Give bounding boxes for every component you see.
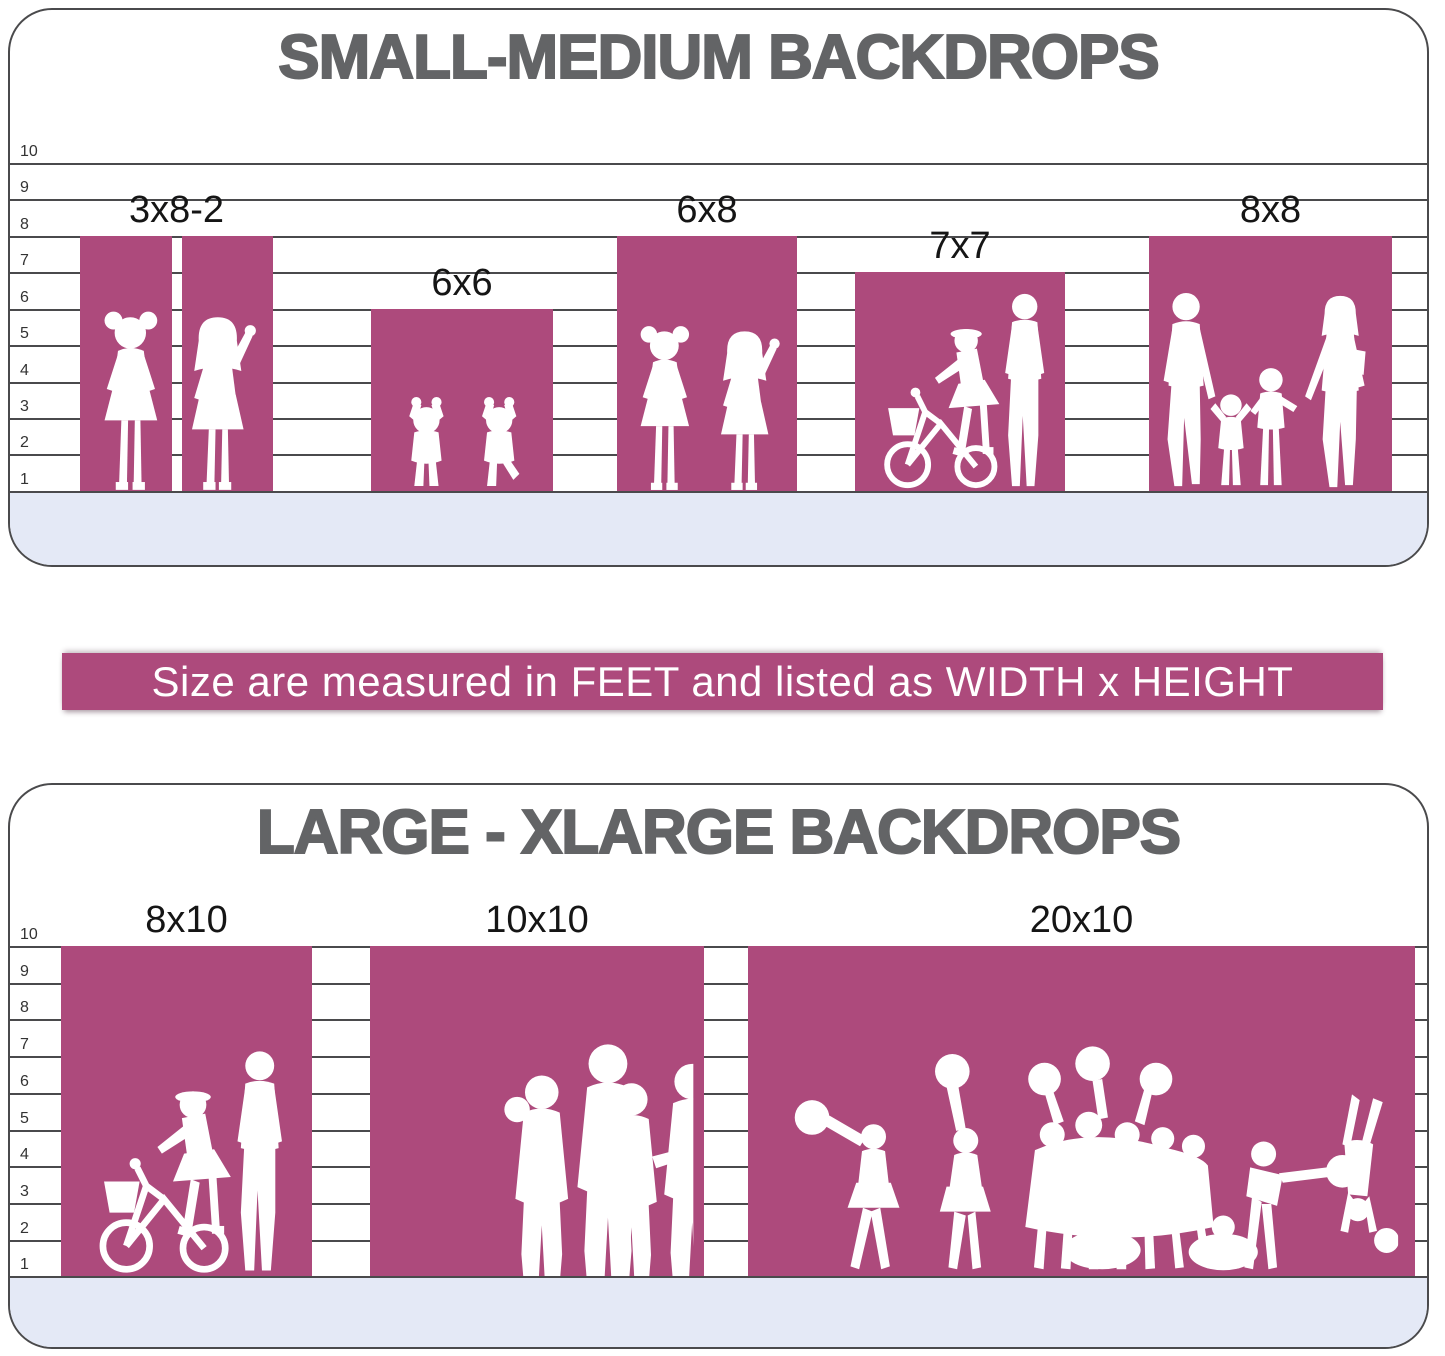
axis-tick-4ft: 4 bbox=[20, 1146, 29, 1164]
axis-tick-5ft: 5 bbox=[20, 1109, 29, 1127]
axis-tick-6ft: 6 bbox=[20, 1072, 29, 1090]
silhouette-two-girls bbox=[81, 306, 272, 491]
grid-line-5ft bbox=[10, 1129, 1427, 1132]
measurement-note-banner: Size are measured in FEET and listed as … bbox=[62, 653, 1383, 710]
grid-line-2ft bbox=[10, 1239, 1427, 1242]
silhouette-cheer-squad bbox=[764, 1031, 1398, 1276]
axis-tick-10ft: 10 bbox=[20, 143, 38, 160]
axis-tick-8ft: 8 bbox=[20, 999, 29, 1017]
grid-line-9ft bbox=[10, 982, 1427, 985]
grid-line-10ft bbox=[10, 946, 1427, 948]
grid-line-4ft bbox=[10, 1166, 1427, 1169]
backdrop-size-label-6x6: 6x6 bbox=[431, 261, 493, 304]
axis-tick-10ft: 10 bbox=[20, 926, 38, 943]
backdrop-size-label-8x10: 8x10 bbox=[145, 899, 228, 941]
backdrop-size-label-10x10: 10x10 bbox=[485, 899, 589, 941]
grid-line-8ft bbox=[10, 1019, 1427, 1022]
axis-tick-3ft: 3 bbox=[20, 397, 29, 415]
floor-band bbox=[10, 490, 1427, 565]
axis-tick-2ft: 2 bbox=[20, 434, 29, 452]
large-xlarge-backdrops-panel: LARGE - XLARGE BACKDROPS 10 9 8 7 6 5 4 3 2 1 8x10… bbox=[8, 783, 1429, 1349]
axis-tick-6ft: 6 bbox=[20, 288, 29, 306]
axis-tick-3ft: 3 bbox=[20, 1182, 29, 1200]
axis-tick-7ft: 7 bbox=[20, 1036, 29, 1054]
grid-line-3ft bbox=[10, 1202, 1427, 1205]
silhouette-girl-bike-man bbox=[64, 1048, 309, 1276]
small-medium-backdrops-panel: SMALL-MEDIUM BACKDROPS 10 9 8 7 6 5 4 3 2 1 3x8-2 6… bbox=[8, 8, 1429, 567]
floor-band bbox=[10, 1276, 1427, 1347]
backdrop-size-label-20x10: 20x10 bbox=[1029, 899, 1134, 941]
measurement-note-text: Size are measured in FEET and listed as … bbox=[151, 657, 1294, 705]
axis-tick-1ft: 1 bbox=[20, 1256, 29, 1274]
size-chart-large-xlarge: 10 9 8 7 6 5 4 3 2 1 8x10 10x10 20x10 bbox=[10, 785, 1427, 1347]
axis-tick-5ft: 5 bbox=[20, 325, 29, 343]
silhouette-family-walking bbox=[1149, 291, 1393, 491]
axis-tick-9ft: 9 bbox=[20, 179, 29, 197]
axis-tick-7ft: 7 bbox=[20, 252, 29, 270]
axis-tick-4ft: 4 bbox=[20, 361, 29, 379]
backdrop-size-label-3x8-2: 3x8-2 bbox=[128, 188, 225, 231]
grid-line-9ft bbox=[10, 199, 1427, 202]
silhouette-girl-bike-man bbox=[853, 291, 1068, 491]
axis-tick-9ft: 9 bbox=[20, 962, 29, 980]
silhouette-crowd bbox=[380, 1041, 693, 1276]
silhouette-two-toddlers bbox=[386, 395, 538, 491]
panel-title-small-medium: SMALL-MEDIUM BACKDROPS bbox=[277, 22, 1160, 92]
axis-tick-8ft: 8 bbox=[20, 215, 29, 233]
size-chart-small-medium: 10 9 8 7 6 5 4 3 2 1 3x8-2 6x6 6x8 7x7 8x8 bbox=[10, 10, 1427, 565]
silhouette-two-girls bbox=[619, 321, 794, 491]
backdrop-rect-6x6 bbox=[371, 308, 553, 491]
grid-line-10ft bbox=[10, 163, 1427, 165]
grid-line-6ft bbox=[10, 1092, 1427, 1095]
backdrop-size-label-8x8: 8x8 bbox=[1239, 188, 1302, 231]
axis-tick-2ft: 2 bbox=[20, 1219, 29, 1237]
backdrop-size-label-6x8: 6x8 bbox=[676, 188, 738, 231]
panel-title-large-xlarge: LARGE - XLARGE BACKDROPS bbox=[256, 797, 1182, 867]
grid-line-7ft bbox=[10, 1056, 1427, 1059]
axis-tick-1ft: 1 bbox=[20, 470, 29, 488]
backdrop-size-label-7x7: 7x7 bbox=[929, 225, 991, 268]
